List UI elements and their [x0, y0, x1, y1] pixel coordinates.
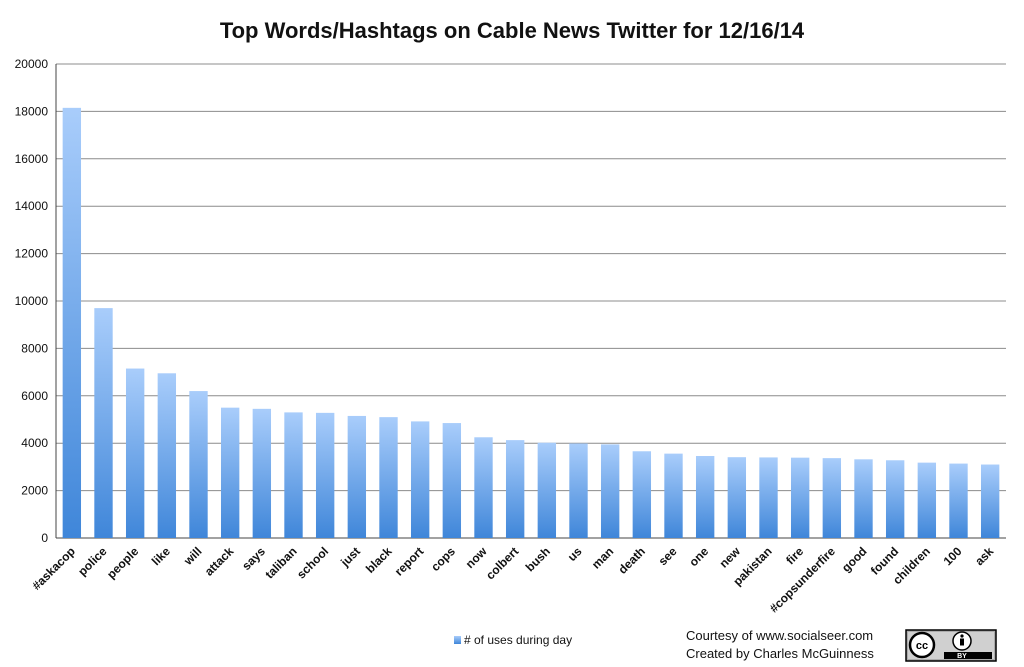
bar-man [600, 444, 620, 538]
bar-cops [442, 423, 462, 538]
bar-attack [220, 407, 240, 538]
bar-says [252, 408, 272, 538]
x-tick-label: now [463, 544, 490, 571]
x-tick-label: ask [972, 544, 996, 568]
y-axis-ticks: 0 2000 4000 6000 8000 10000 12000 14000 16000 180… [15, 57, 49, 545]
cc-label: cc [916, 640, 928, 652]
by-label: BY [957, 653, 967, 660]
x-tick-label: says [239, 544, 268, 573]
x-tick-label: taliban [262, 544, 299, 581]
x-tick-label: people [104, 544, 141, 581]
bar-report [410, 421, 430, 538]
x-tick-label: good [839, 544, 870, 575]
bar-school [315, 412, 335, 538]
bar-good [854, 459, 873, 538]
chart-title: Top Words/Hashtags on Cable News Twitter… [220, 18, 805, 43]
x-tick-label: attack [202, 544, 237, 579]
y-tick-label: 14000 [15, 199, 49, 213]
bar-just [347, 415, 367, 538]
y-tick-label: 2000 [21, 484, 48, 498]
bar-pakistan [759, 457, 778, 538]
bar-bush [537, 442, 557, 538]
y-tick-label: 18000 [15, 104, 49, 118]
bar-fire [790, 457, 810, 538]
bar-found [885, 460, 905, 538]
bar-colbert [505, 440, 525, 538]
x-tick-label: 100 [941, 544, 965, 568]
legend-label: # of uses during day [464, 633, 572, 647]
x-tick-label: school [294, 544, 331, 581]
bar-police [94, 308, 113, 538]
y-tick-label: 16000 [15, 152, 49, 166]
legend-swatch [454, 636, 461, 644]
bar-see [664, 453, 683, 538]
x-tick-label: just [337, 544, 363, 570]
x-tick-label: black [363, 544, 395, 576]
bar-now [474, 437, 493, 538]
gridlines [55, 63, 1006, 539]
y-tick-label: 4000 [21, 436, 48, 450]
bar-will [189, 391, 208, 538]
bar-askacop [62, 107, 82, 538]
credit-line-2: Created by Charles McGuinness [686, 646, 874, 661]
y-tick-label: 12000 [15, 247, 49, 261]
bar-like [157, 373, 177, 538]
y-tick-label: 6000 [21, 389, 48, 403]
x-tick-label: one [686, 544, 711, 569]
bars [62, 107, 1000, 538]
x-tick-label: #askacop [29, 544, 78, 593]
x-tick-label: us [565, 544, 585, 564]
legend: # of uses during day [454, 633, 572, 647]
x-tick-label: new [717, 544, 744, 571]
y-tick-label: 10000 [15, 294, 49, 308]
y-tick-label: 0 [41, 531, 48, 545]
x-tick-label: man [589, 544, 616, 571]
x-tick-label: like [149, 544, 173, 568]
bar-new [727, 457, 747, 538]
credit-line-1: Courtesy of www.socialseer.com [686, 628, 873, 643]
bar-taliban [284, 412, 303, 538]
creative-commons-by-icon: cc BY [905, 629, 997, 662]
bar-people [125, 368, 145, 538]
x-tick-label: colbert [483, 544, 521, 582]
x-tick-label: death [615, 544, 648, 577]
credits: Courtesy of www.socialseer.com Created b… [686, 628, 874, 661]
bar-one [695, 455, 715, 538]
x-tick-label: will [180, 544, 204, 568]
y-tick-label: 20000 [15, 57, 49, 71]
x-tick-label: bush [523, 544, 553, 574]
bar-copsunderfire [822, 458, 842, 538]
bar-black [379, 417, 398, 538]
bar-ask [980, 464, 1000, 538]
x-tick-label: cops [428, 544, 458, 574]
x-tick-label: report [392, 544, 426, 578]
x-tick-label: fire [783, 544, 806, 567]
bar-death [632, 451, 652, 538]
bar-us [569, 443, 588, 538]
bar-100 [949, 463, 968, 538]
bar-children [917, 462, 937, 538]
y-tick-label: 8000 [21, 341, 48, 355]
x-tick-label: see [656, 544, 680, 568]
